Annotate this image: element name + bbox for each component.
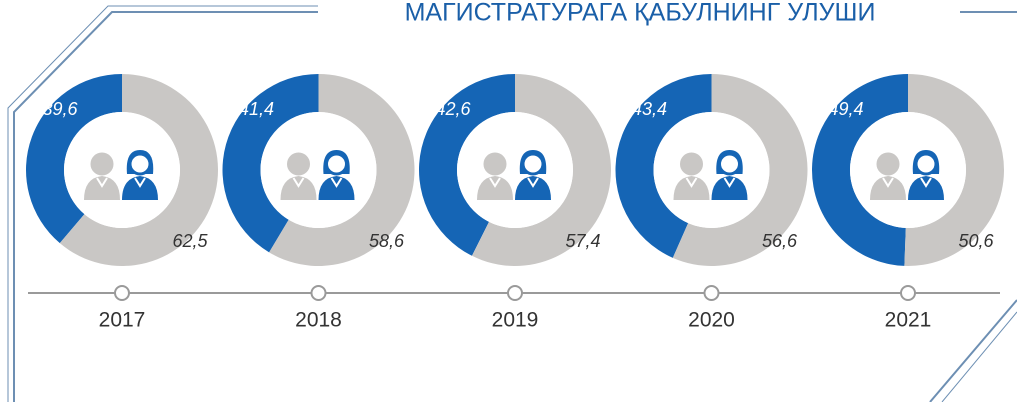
icon-collar [882, 177, 894, 188]
frame-right-bottom [929, 299, 1017, 402]
donut-segment [26, 74, 122, 244]
icon-collar [489, 177, 501, 188]
icon-collar [330, 177, 343, 188]
icon-head [90, 152, 114, 176]
donut-segment [269, 74, 415, 266]
icon-collar [685, 177, 698, 188]
value-label: 56,6 [762, 231, 798, 251]
icon-body [122, 176, 158, 200]
donut-segment [222, 74, 319, 253]
donut-segment [672, 74, 808, 266]
female-icon [711, 150, 748, 200]
female-icon [318, 150, 355, 200]
frame [7, 5, 1017, 402]
icon-body [711, 176, 748, 200]
timeline-marker [507, 285, 523, 301]
icon-body [477, 176, 513, 200]
value-label: 42,6 [435, 99, 471, 119]
female-icon [908, 150, 944, 200]
icon-body [318, 176, 355, 200]
icon-head [914, 152, 938, 176]
male-icon [84, 152, 120, 200]
frame-right-bottom-inner [941, 311, 1017, 402]
icon-body [84, 176, 120, 200]
donut-segment [615, 74, 712, 258]
icon-head [483, 152, 507, 176]
male-icon [673, 152, 710, 200]
timeline-marker [114, 285, 130, 301]
timeline-marker [900, 285, 916, 301]
donut-segment [811, 73, 908, 266]
male-icon [477, 152, 513, 200]
donut-segment [904, 74, 1004, 266]
female-icon [122, 150, 158, 200]
value-label: 50,6 [958, 231, 994, 251]
value-label: 57,4 [565, 231, 600, 251]
icon-collar [134, 177, 146, 188]
donut-segment [419, 74, 515, 256]
x-tick-label: 2021 [885, 309, 932, 332]
icon-head [128, 152, 152, 176]
icon-collar [723, 177, 736, 188]
icon-collar [292, 177, 305, 188]
icon-head [680, 152, 703, 176]
female-icon [515, 150, 551, 200]
x-tick-label: 2020 [688, 309, 735, 332]
icon-head [521, 152, 545, 176]
icon-head [287, 152, 310, 176]
icon-body [673, 176, 710, 200]
x-tick-label: 2018 [295, 309, 342, 332]
male-icon [870, 152, 906, 200]
icon-head [325, 152, 348, 176]
timeline-marker [310, 285, 327, 301]
donut-center [850, 112, 966, 228]
chart-title: МАГИСТРАТУРАГА ҚАБУЛНИНГ УЛУШИ [405, 0, 876, 27]
donut-center [457, 112, 573, 228]
value-label: 62,5 [172, 231, 208, 251]
icon-collar [920, 177, 932, 188]
icon-body [515, 176, 551, 200]
icon-body [280, 176, 317, 200]
value-label: 41,4 [239, 99, 274, 119]
icon-body [870, 176, 906, 200]
value-label: 58,6 [369, 231, 405, 251]
timeline-marker [703, 285, 720, 301]
frame-left-inner [7, 5, 318, 402]
icon-collar [96, 177, 108, 188]
donut-center [64, 112, 180, 228]
donut-center [260, 112, 377, 228]
x-tick-label: 2019 [492, 309, 539, 332]
icon-body [908, 176, 944, 200]
frame-left [13, 11, 318, 402]
donut-segment [471, 74, 611, 266]
icon-head [876, 152, 900, 176]
icon-head [718, 152, 741, 176]
male-icon [280, 152, 317, 200]
value-label: 39,6 [42, 99, 78, 119]
icon-collar [527, 177, 539, 188]
value-label: 49,4 [828, 99, 863, 119]
donut-center [653, 112, 770, 228]
donut-segment [59, 74, 218, 266]
value-label: 43,4 [632, 99, 667, 119]
x-tick-label: 2017 [99, 309, 146, 332]
